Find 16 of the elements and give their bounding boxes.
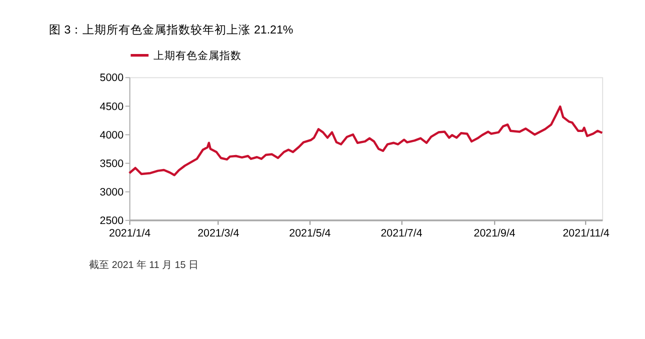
y-tick-label: 2500 [100, 214, 124, 227]
x-tick-label: 2021/9/4 [474, 227, 516, 240]
line-series [128, 105, 604, 176]
y-tick-label: 4500 [100, 100, 124, 113]
y-tick-label: 3500 [100, 158, 124, 170]
legend-label: 上期有色金属指数 [153, 48, 242, 62]
y-tick-label: 3000 [100, 186, 124, 198]
text: 截至 2021 年 11 月 15 日 [89, 259, 198, 272]
x-tick-label: 2021/5/4 [289, 227, 331, 240]
chart-title: 图 3：上期所有色金属指数较年初上涨 21.21% [49, 22, 294, 36]
y-tick-label: 4000 [100, 129, 124, 142]
y-tick-label: 5000 [100, 72, 124, 84]
x-tick-label: 2021/11/4 [562, 227, 610, 240]
x-tick-label: 2021/1/4 [109, 227, 151, 240]
x-tick-label: 2021/7/4 [380, 227, 422, 240]
x-tick-label: 2021/3/4 [198, 227, 240, 240]
